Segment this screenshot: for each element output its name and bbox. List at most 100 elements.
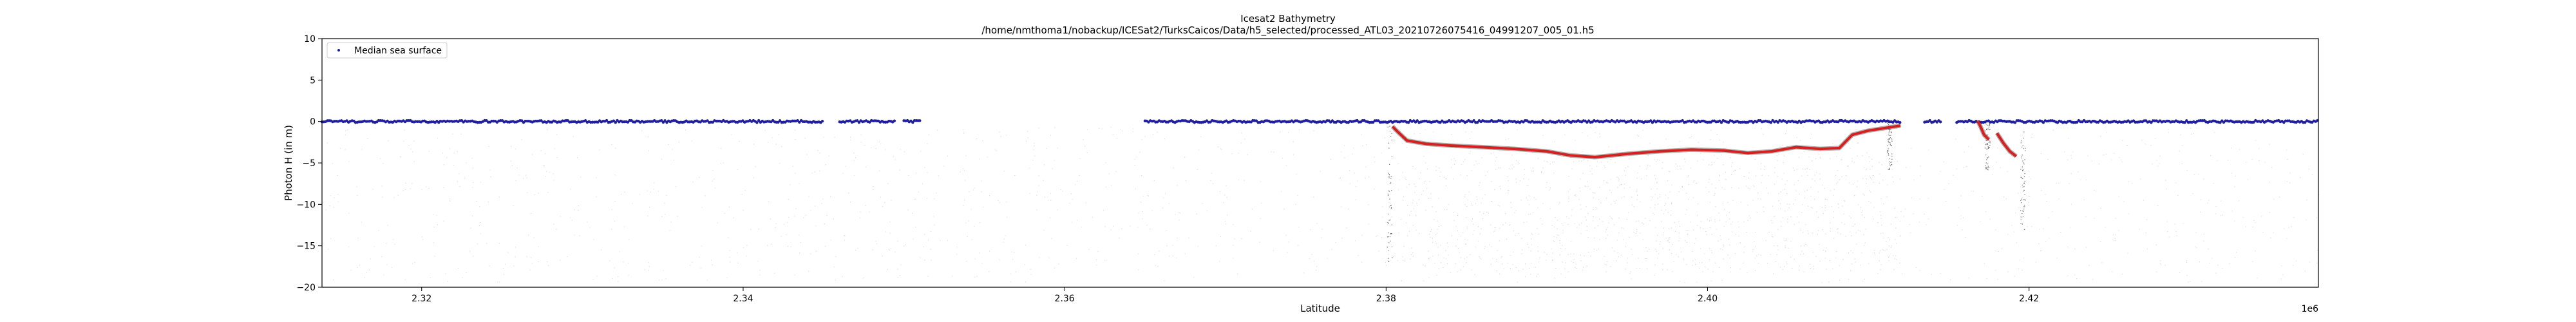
raw-photon: [1511, 168, 1513, 169]
raw-photon: [1144, 136, 1146, 137]
raw-photon: [1567, 223, 1569, 225]
legend-entry: Median sea surface: [354, 46, 442, 56]
raw-photon: [1468, 191, 1470, 193]
raw-photon: [1495, 160, 1496, 162]
raw-photon: [1656, 182, 1658, 184]
raw-photon: [1028, 167, 1030, 169]
raw-photon: [505, 263, 506, 265]
raw-photon: [1141, 175, 1142, 176]
raw-photon: [1481, 202, 1482, 204]
sea-surface-point: [918, 119, 922, 122]
raw-photon: [2302, 153, 2304, 155]
raw-photon: [2239, 149, 2240, 150]
raw-photon-cloud: [322, 122, 2320, 283]
raw-photon: [1455, 263, 1456, 265]
raw-photon: [2119, 157, 2120, 158]
raw-photon: [1649, 220, 1651, 222]
raw-photon: [1734, 253, 1736, 254]
raw-photon: [904, 151, 905, 153]
raw-photon: [1484, 194, 1486, 196]
raw-photon: [2070, 204, 2072, 205]
raw-photon: [1723, 258, 1724, 260]
raw-photon: [511, 165, 513, 166]
raw-photon: [1718, 240, 1719, 242]
raw-photon: [1710, 165, 1712, 166]
raw-photon: [1625, 167, 1626, 168]
raw-photon: [1153, 180, 1155, 182]
raw-photon: [1054, 267, 1056, 269]
sea-surface-point: [2013, 121, 2017, 124]
raw-photon: [332, 163, 334, 164]
raw-photon: [1465, 243, 1466, 245]
streak-photon: [2022, 223, 2023, 225]
raw-photon: [628, 274, 629, 276]
raw-photon: [1510, 268, 1511, 269]
streak-photon: [2023, 185, 2025, 187]
raw-photon: [1381, 237, 1383, 238]
raw-photon: [979, 252, 980, 254]
raw-photon: [2222, 268, 2223, 269]
raw-photon: [1220, 148, 1222, 149]
raw-photon: [1770, 254, 1771, 255]
raw-photon: [2217, 160, 2218, 162]
raw-photon: [2198, 174, 2199, 175]
raw-photon: [974, 258, 976, 260]
raw-photon: [1573, 259, 1575, 260]
raw-photon: [1676, 166, 1678, 167]
raw-photon: [1774, 172, 1776, 173]
raw-photon: [2215, 272, 2217, 274]
raw-photon: [1528, 195, 1530, 196]
raw-photon: [1231, 153, 1233, 155]
raw-photon: [1346, 227, 1347, 229]
raw-photon: [1540, 218, 1541, 219]
raw-photon: [1697, 160, 1698, 162]
x-tick-label: 2.40: [1698, 294, 1718, 304]
raw-photon: [1036, 194, 1037, 196]
raw-photon: [1817, 230, 1819, 231]
raw-photon: [1579, 187, 1580, 189]
raw-photon: [1877, 273, 1879, 274]
raw-photon: [1165, 193, 1166, 194]
raw-photon: [786, 222, 788, 223]
streak-photon: [1986, 159, 1987, 160]
raw-photon: [1655, 227, 1656, 228]
raw-photon: [1761, 128, 1762, 129]
raw-photon: [661, 158, 663, 160]
raw-photon: [1879, 183, 1880, 184]
y-axis-label: Photon H (in m): [283, 125, 294, 201]
raw-photon: [963, 205, 964, 206]
raw-photon: [1880, 218, 1882, 219]
raw-photon: [1437, 220, 1438, 222]
raw-photon: [380, 158, 381, 159]
sea-surface-point: [1472, 119, 1475, 122]
raw-photon: [1810, 138, 1811, 139]
raw-photon: [1841, 159, 1842, 160]
streak-photon: [1388, 232, 1390, 234]
raw-photon: [457, 181, 458, 182]
raw-photon: [412, 151, 413, 153]
raw-photon: [421, 189, 422, 190]
streak-photon: [2023, 183, 2025, 184]
raw-photon: [1492, 258, 1493, 259]
sea-surface-point: [2041, 120, 2045, 124]
raw-photon: [1162, 207, 1164, 209]
raw-photon: [2175, 231, 2177, 232]
raw-photon: [1997, 147, 1998, 149]
raw-photon: [1705, 231, 1707, 232]
raw-photon: [546, 171, 547, 172]
sea-surface-point: [2304, 120, 2307, 124]
raw-photon: [1587, 160, 1589, 162]
raw-photon: [1104, 226, 1106, 227]
raw-photon: [960, 171, 961, 173]
raw-photon: [1005, 235, 1006, 236]
raw-photon: [1437, 254, 1439, 256]
raw-photon: [2018, 207, 2020, 209]
raw-photon: [1414, 133, 1415, 135]
raw-photon: [1814, 198, 1815, 200]
raw-photon: [1220, 236, 1221, 237]
raw-photon: [1455, 245, 1457, 247]
raw-photon: [1665, 194, 1666, 196]
raw-photon: [743, 247, 744, 249]
raw-photon: [2112, 234, 2114, 236]
raw-photon: [2186, 274, 2188, 276]
